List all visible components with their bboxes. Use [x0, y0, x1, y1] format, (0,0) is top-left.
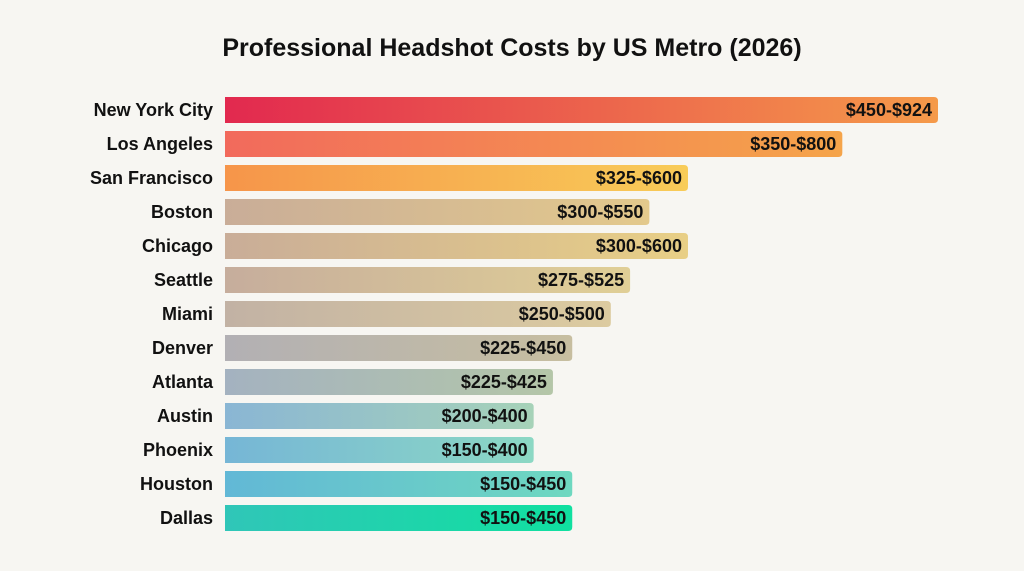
data-label: $250-$500 [519, 304, 605, 324]
category-label: New York City [94, 100, 213, 120]
bar-austin [225, 403, 534, 429]
data-label: $450-$924 [846, 100, 932, 120]
category-label: Houston [140, 474, 213, 494]
category-label: Denver [152, 338, 213, 358]
data-label: $325-$600 [596, 168, 682, 188]
bar-los-angeles [225, 131, 843, 157]
bar-phoenix [225, 437, 534, 463]
bar-houston [225, 471, 573, 497]
data-label: $150-$400 [442, 440, 528, 460]
data-label: $300-$550 [557, 202, 643, 222]
chart-title: Professional Headshot Costs by US Metro … [222, 34, 802, 62]
category-label: Seattle [154, 270, 213, 290]
bar-new-york-city [225, 97, 938, 123]
data-label: $225-$425 [461, 372, 547, 392]
bar-chicago [225, 233, 688, 259]
data-label: $150-$450 [480, 474, 566, 494]
category-label: Boston [151, 202, 213, 222]
category-label: Atlanta [152, 372, 214, 392]
bar-san-francisco [225, 165, 688, 191]
data-label: $300-$600 [596, 236, 682, 256]
bar-seattle [225, 267, 631, 293]
data-label: $275-$525 [538, 270, 624, 290]
data-label: $350-$800 [750, 134, 836, 154]
data-label: $200-$400 [442, 406, 528, 426]
bar-miami [225, 301, 611, 327]
category-label: Chicago [142, 236, 213, 256]
bar-denver [225, 335, 573, 361]
data-label: $150-$450 [480, 508, 566, 528]
category-label: Phoenix [143, 440, 213, 460]
bar-atlanta [225, 369, 553, 395]
data-label: $225-$450 [480, 338, 566, 358]
category-label: Dallas [160, 508, 213, 528]
bar-dallas [225, 505, 573, 531]
category-label: Los Angeles [107, 134, 213, 154]
category-label: San Francisco [90, 168, 213, 188]
category-label: Austin [157, 406, 213, 426]
category-label: Miami [162, 304, 213, 324]
bar-boston [225, 199, 650, 225]
